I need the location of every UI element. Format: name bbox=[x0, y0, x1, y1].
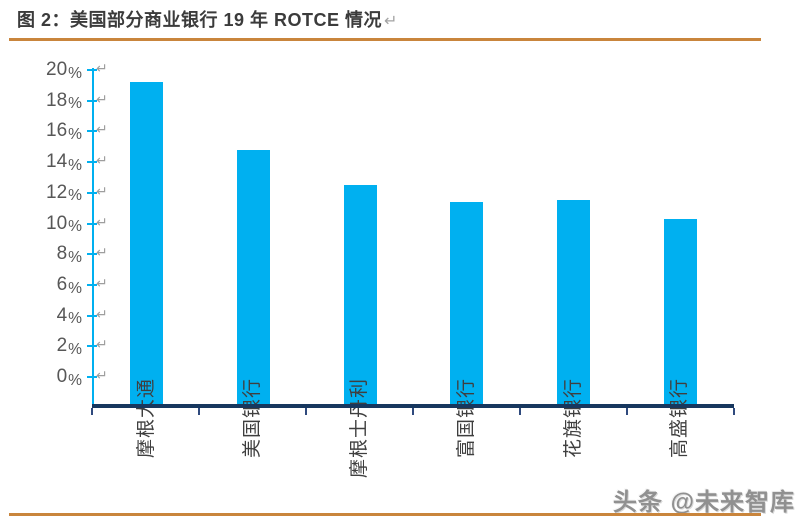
y-tick-label: 12% bbox=[20, 182, 82, 208]
category-axis-line bbox=[92, 404, 734, 408]
value-axis-tick bbox=[87, 191, 97, 194]
value-axis-tick bbox=[87, 99, 97, 102]
y-tick-label: 10% bbox=[20, 213, 82, 239]
paragraph-mark: ↵ bbox=[96, 305, 108, 322]
y-tick-value: 8 bbox=[56, 243, 68, 265]
value-axis-tick bbox=[87, 314, 97, 317]
y-tick-value: 12 bbox=[46, 181, 68, 203]
bar-摩根大通 bbox=[130, 82, 164, 404]
value-axis-tick bbox=[87, 222, 97, 225]
y-tick-value: 4 bbox=[56, 304, 68, 326]
category-axis-tick bbox=[305, 408, 307, 415]
y-tick-unit: % bbox=[68, 310, 82, 328]
y-tick-value: 14 bbox=[46, 151, 68, 173]
paragraph-mark: ↵ bbox=[96, 182, 108, 199]
category-axis-tick bbox=[519, 408, 521, 415]
paragraph-mark: ↵ bbox=[384, 13, 398, 30]
y-tick-label: 8% bbox=[20, 243, 82, 269]
category-axis-tick bbox=[733, 408, 735, 415]
paragraph-mark: ↵ bbox=[96, 60, 108, 76]
y-tick-value: 10 bbox=[46, 212, 68, 234]
paragraph-mark: ↵ bbox=[96, 367, 108, 383]
paragraph-mark: ↵ bbox=[96, 90, 108, 107]
paragraph-mark: ↵ bbox=[96, 244, 108, 261]
y-tick-unit: % bbox=[68, 187, 82, 205]
y-tick-unit: % bbox=[68, 218, 82, 236]
paragraph-mark: ↵ bbox=[96, 336, 108, 353]
y-tick-unit: % bbox=[68, 248, 82, 266]
y-tick-value: 0 bbox=[56, 366, 68, 387]
category-label: 摩根士丹利 bbox=[349, 378, 371, 479]
value-axis-tick bbox=[87, 253, 97, 256]
value-axis-tick bbox=[87, 345, 97, 348]
bottom-divider-line bbox=[9, 513, 761, 516]
y-tick-label: 0% bbox=[20, 366, 82, 392]
y-tick-unit: % bbox=[68, 371, 82, 389]
bar-摩根士丹利 bbox=[343, 185, 377, 404]
figure-title-text: 图 2：美国部分商业银行 19 年 ROTCE 情况 bbox=[17, 10, 383, 30]
category-axis-tick bbox=[91, 408, 93, 415]
y-tick-unit: % bbox=[68, 279, 82, 297]
bar-花旗银行 bbox=[557, 200, 590, 404]
y-tick-unit: % bbox=[68, 95, 82, 113]
category-label: 摩根大通 bbox=[135, 378, 157, 459]
value-axis-tick bbox=[87, 161, 97, 164]
paragraph-mark: ↵ bbox=[96, 121, 108, 138]
category-label: 花旗银行 bbox=[562, 378, 584, 459]
category-label: 富国银行 bbox=[455, 378, 477, 459]
y-tick-value: 18 bbox=[46, 89, 68, 111]
y-tick-label: 4% bbox=[20, 305, 82, 331]
value-axis-tick bbox=[87, 376, 97, 378]
bar-高盛银行 bbox=[663, 218, 697, 404]
category-label: 美国银行 bbox=[242, 378, 264, 459]
bar-美国银行 bbox=[236, 149, 270, 404]
figure-title: 图 2：美国部分商业银行 19 年 ROTCE 情况 ↵ bbox=[17, 6, 398, 32]
bar-富国银行 bbox=[450, 202, 484, 404]
paragraph-mark: ↵ bbox=[96, 152, 108, 169]
y-tick-label: 18% bbox=[20, 90, 82, 116]
y-tick-unit: % bbox=[68, 156, 82, 174]
paragraph-mark: ↵ bbox=[96, 213, 108, 230]
category-label: 高盛银行 bbox=[669, 378, 691, 459]
category-axis-tick bbox=[198, 408, 200, 415]
y-tick-label: 14% bbox=[20, 151, 82, 177]
y-tick-value: 20 bbox=[46, 59, 68, 80]
category-axis-tick bbox=[412, 408, 414, 415]
value-axis-tick bbox=[87, 283, 97, 286]
y-tick-label: 16% bbox=[20, 120, 82, 146]
y-tick-value: 6 bbox=[56, 273, 68, 295]
y-tick-label: 2% bbox=[20, 335, 82, 361]
y-tick-value: 2 bbox=[56, 335, 68, 357]
y-tick-value: 16 bbox=[46, 120, 68, 142]
y-tick-unit: % bbox=[68, 340, 82, 358]
value-axis-tick bbox=[87, 69, 97, 71]
y-tick-unit: % bbox=[68, 64, 82, 82]
title-divider-line bbox=[9, 38, 761, 41]
y-tick-unit: % bbox=[68, 126, 82, 144]
watermark: 头条 @未来智库 bbox=[612, 489, 795, 516]
y-tick-label: 6% bbox=[20, 274, 82, 300]
paragraph-mark: ↵ bbox=[96, 274, 108, 291]
value-axis-line bbox=[92, 68, 94, 404]
category-axis-tick bbox=[626, 408, 628, 415]
y-tick-label: 20% bbox=[20, 59, 82, 85]
value-axis-tick bbox=[87, 130, 97, 133]
